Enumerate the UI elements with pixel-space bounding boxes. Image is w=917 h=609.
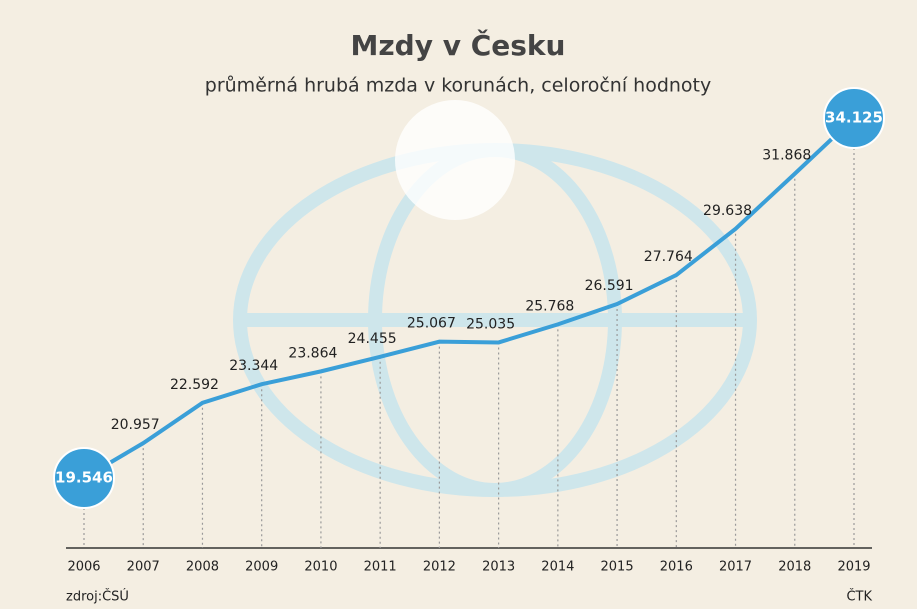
value-label: 23.864 [288, 345, 337, 361]
credit: ČTK [846, 589, 872, 605]
watermark-icon [395, 100, 515, 220]
x-tick-label: 2012 [423, 560, 456, 575]
value-label: 34.125 [825, 109, 883, 127]
x-tick-label: 2010 [304, 560, 337, 575]
value-label: 19.546 [55, 469, 113, 487]
value-label: 22.592 [170, 377, 219, 393]
value-label: 25.768 [525, 298, 574, 314]
x-tick-label: 2016 [660, 560, 693, 575]
x-tick-label: 2013 [482, 560, 515, 575]
value-label: 20.957 [111, 417, 160, 433]
value-label: 29.638 [703, 203, 752, 219]
source: zdroj:ČSÚ [66, 589, 129, 605]
x-tick-label: 2008 [186, 560, 219, 575]
chart-title: Mzdy v Česku [351, 28, 566, 62]
x-tick-label: 2006 [67, 560, 100, 575]
x-tick-label: 2009 [245, 560, 278, 575]
value-label: 25.035 [466, 316, 515, 332]
end-marker [53, 447, 115, 509]
value-label: 26.591 [585, 278, 634, 294]
value-label: 25.067 [407, 316, 456, 332]
value-label: 24.455 [348, 331, 397, 347]
x-tick-label: 2007 [127, 560, 160, 575]
value-label: 31.868 [762, 148, 811, 164]
x-tick-label: 2019 [837, 560, 870, 575]
value-label: 23.344 [229, 358, 278, 374]
x-tick-label: 2014 [541, 560, 574, 575]
x-tick-label: 2015 [601, 560, 634, 575]
x-tick-label: 2018 [778, 560, 811, 575]
chart-subtitle: průměrná hrubá mzda v korunách, celoročn… [205, 75, 711, 97]
value-label: 27.764 [644, 249, 693, 265]
line [82, 116, 856, 480]
end-marker [823, 87, 885, 149]
x-tick-label: 2017 [719, 560, 752, 575]
x-tick-label: 2011 [364, 560, 397, 575]
